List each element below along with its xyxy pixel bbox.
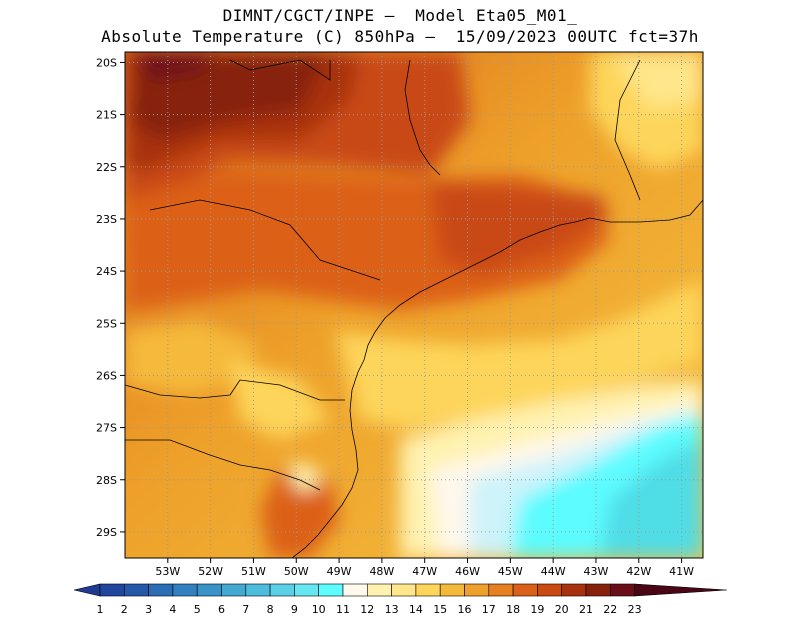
lon-label: 49W [327,565,352,578]
colorbar-label: 17 [482,603,496,616]
lon-label: 51W [241,565,266,578]
state-border-ms [229,59,331,81]
lon-label: 46W [455,565,480,578]
colorbar-label: 8 [267,603,274,616]
colorbar-segment [294,583,319,597]
colorbar-segment [269,583,295,597]
colorbar-segment [561,583,587,597]
colorbar-label: 9 [291,603,298,616]
lat-label: 27S [96,422,117,435]
state-border-mg-es [614,59,641,201]
colorbar-label: 14 [409,603,423,616]
coastline [291,199,703,558]
lon-label: 47W [412,565,437,578]
colorbar-segment [124,583,149,597]
lat-label: 23S [96,213,117,226]
colorbar-segment [148,583,174,597]
longitude-labels: 53W 52W 51W 50W 49W 48W 47W 46W 45W 44W 43W 42W 41W [155,558,694,578]
colorbar-label: 5 [194,603,201,616]
colorbar-segment [415,583,441,597]
lat-label: 29S [96,526,117,539]
colorbar-segment [196,583,222,597]
colorbar-segment [99,583,125,597]
lon-label: 48W [369,565,394,578]
colorbar-segment [221,583,247,597]
colorbar-segment [488,583,514,597]
lon-label: 45W [498,565,523,578]
lat-label: 22S [96,161,117,174]
colorbar-arrow-high [634,583,728,597]
colorbar-label: 20 [555,603,569,616]
map-frame [124,51,704,559]
colorbar-segment [464,583,490,597]
colorbar-segment [537,583,563,597]
colorbar-label: 21 [579,603,593,616]
lon-label: 42W [626,565,651,578]
lon-label: 53W [155,565,180,578]
colorbar-label: 7 [242,603,249,616]
colorbar-label: 3 [145,603,152,616]
colorbar-label: 13 [385,603,399,616]
colorbar-segment [245,583,271,597]
colorbar-segment [318,583,344,597]
latitude-labels: 20S 21S 22S 23S 24S 25S 26S 27S 28S 29S [96,56,125,539]
state-border-mg-sp [404,59,441,176]
coastline-and-borders [125,59,703,558]
state-border-sc-rs [125,439,321,491]
colorbar-label: 2 [121,603,128,616]
colorbar-label: 4 [169,603,176,616]
chart-title-line-2: Absolute Temperature (C) 850hPa — 15/09/… [101,27,699,46]
lat-label: 26S [96,369,117,382]
colorbar-segment [512,583,538,597]
lon-label: 50W [284,565,309,578]
map-grid [125,52,703,558]
colorbar-label: 23 [628,603,642,616]
colorbar-label: 15 [433,603,447,616]
lon-label: 41W [669,565,694,578]
colorbar-label: 16 [458,603,472,616]
colorbar-segment [439,583,465,597]
chart-title-line-1: DIMNT/CGCT/INPE — Model Eta05_M01_ [222,6,578,25]
lon-label: 52W [198,565,223,578]
colorbar-segment [585,583,611,597]
lat-label: 21S [96,109,117,122]
colorbar-label: 6 [218,603,225,616]
lon-label: 43W [584,565,609,578]
temperature-field [125,52,703,558]
colorbar-label: 1 [97,603,104,616]
colorbar-label: 22 [603,603,617,616]
lat-label: 25S [96,317,117,330]
colorbar-label: 11 [336,603,350,616]
colorbar-segment [391,583,417,597]
colorbar-label: 19 [530,603,544,616]
colorbar-label: 10 [312,603,326,616]
colorbar: 1 2 3 4 5 6 7 8 9 10 11 12 13 14 15 16 17 18 19 20 21 22 23 [73,583,728,616]
colorbar-segment [366,583,392,597]
colorbar-segment [609,583,635,597]
state-border-sp-pr [149,199,381,281]
colorbar-label: 18 [506,603,520,616]
colorbar-arrow-low [73,583,101,597]
colorbar-segment [342,583,368,597]
lat-label: 24S [96,265,117,278]
colorbar-segment [172,583,198,597]
state-border-pr-sc [125,379,345,401]
colorbar-label: 12 [360,603,374,616]
lon-label: 44W [541,565,566,578]
lat-label: 20S [96,56,117,69]
lat-label: 28S [96,474,117,487]
